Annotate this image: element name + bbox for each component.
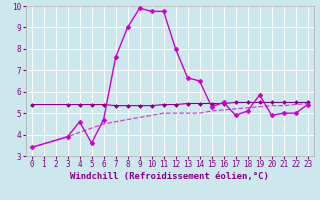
X-axis label: Windchill (Refroidissement éolien,°C): Windchill (Refroidissement éolien,°C): [70, 172, 269, 181]
